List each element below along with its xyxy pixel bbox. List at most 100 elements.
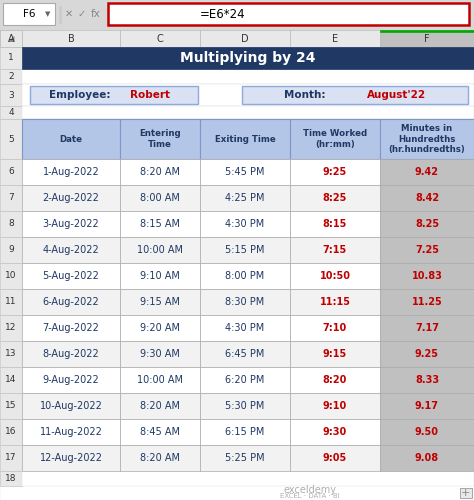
Bar xyxy=(0,419,22,445)
Bar xyxy=(22,289,474,315)
Text: 8:20 AM: 8:20 AM xyxy=(140,401,180,411)
Bar xyxy=(380,119,474,159)
Text: 9:10: 9:10 xyxy=(323,401,347,411)
Bar xyxy=(0,237,22,263)
Text: ▼: ▼ xyxy=(46,11,51,17)
Text: 9-Aug-2022: 9-Aug-2022 xyxy=(43,375,100,385)
Text: 8:15: 8:15 xyxy=(323,219,347,229)
Bar xyxy=(290,393,380,419)
Bar xyxy=(120,159,200,185)
Bar xyxy=(380,185,474,211)
Bar xyxy=(200,159,290,185)
Text: 9:20 AM: 9:20 AM xyxy=(140,323,180,333)
Bar xyxy=(200,119,290,159)
Text: 5: 5 xyxy=(8,134,14,143)
Text: 9.08: 9.08 xyxy=(415,453,439,463)
Bar xyxy=(290,367,380,393)
Text: 4:25 PM: 4:25 PM xyxy=(225,193,265,203)
Bar xyxy=(3,3,55,25)
Bar xyxy=(200,393,290,419)
Text: Date: Date xyxy=(60,134,82,143)
Bar xyxy=(200,30,290,47)
Text: 11.25: 11.25 xyxy=(411,297,442,307)
Text: 10.83: 10.83 xyxy=(411,271,442,281)
Text: 13: 13 xyxy=(5,350,17,358)
Bar xyxy=(22,419,120,445)
Bar xyxy=(460,488,472,498)
Text: 11:15: 11:15 xyxy=(319,297,350,307)
Bar xyxy=(120,315,200,341)
Bar xyxy=(380,30,474,32)
Bar xyxy=(290,289,380,315)
Text: 18: 18 xyxy=(5,474,17,483)
Bar xyxy=(22,84,474,106)
Text: 10-Aug-2022: 10-Aug-2022 xyxy=(39,401,102,411)
Bar xyxy=(22,393,474,419)
Bar xyxy=(380,341,474,367)
Text: 7:10: 7:10 xyxy=(323,323,347,333)
Bar xyxy=(380,263,474,289)
Text: 8:45 AM: 8:45 AM xyxy=(140,427,180,437)
Bar xyxy=(22,315,474,341)
Bar xyxy=(22,367,120,393)
Text: 9.42: 9.42 xyxy=(415,167,439,177)
Bar xyxy=(290,341,380,367)
Bar xyxy=(120,263,200,289)
Bar xyxy=(22,341,120,367)
Text: Multiplying by 24: Multiplying by 24 xyxy=(180,51,316,65)
Bar xyxy=(0,30,22,47)
Text: 8:00 AM: 8:00 AM xyxy=(140,193,180,203)
Text: 5:15 PM: 5:15 PM xyxy=(225,245,265,255)
Text: exceldemy: exceldemy xyxy=(283,485,337,495)
Text: 8.42: 8.42 xyxy=(415,193,439,203)
Text: 5-Aug-2022: 5-Aug-2022 xyxy=(43,271,100,281)
Bar xyxy=(0,341,22,367)
Text: 2: 2 xyxy=(8,72,14,81)
Text: 6-Aug-2022: 6-Aug-2022 xyxy=(43,297,100,307)
Text: 10:00 AM: 10:00 AM xyxy=(137,375,183,385)
Text: Employee:: Employee: xyxy=(49,90,115,100)
Text: 2-Aug-2022: 2-Aug-2022 xyxy=(43,193,100,203)
Text: 9:25: 9:25 xyxy=(323,167,347,177)
Bar xyxy=(242,86,468,104)
Bar xyxy=(22,30,120,47)
Bar xyxy=(22,47,474,69)
Bar xyxy=(120,393,200,419)
Text: 5:25 PM: 5:25 PM xyxy=(225,453,265,463)
Bar xyxy=(22,393,120,419)
Bar xyxy=(0,159,22,185)
Text: A: A xyxy=(8,34,14,43)
Bar xyxy=(22,69,474,84)
Bar xyxy=(22,159,120,185)
Text: 8-Aug-2022: 8-Aug-2022 xyxy=(43,349,100,359)
Bar xyxy=(0,263,22,289)
Text: 7-Aug-2022: 7-Aug-2022 xyxy=(43,323,100,333)
Text: 8:00 PM: 8:00 PM xyxy=(225,271,264,281)
Text: 10: 10 xyxy=(5,272,17,280)
Text: ✓: ✓ xyxy=(78,9,86,19)
Bar xyxy=(380,289,474,315)
Text: B: B xyxy=(68,34,74,43)
Bar xyxy=(22,263,120,289)
Bar xyxy=(290,185,380,211)
Bar xyxy=(120,185,200,211)
Bar xyxy=(0,47,22,69)
Text: 9:15: 9:15 xyxy=(323,349,347,359)
Bar xyxy=(22,445,120,471)
Text: 7:15: 7:15 xyxy=(323,245,347,255)
Bar xyxy=(120,445,200,471)
Text: ◢: ◢ xyxy=(8,34,14,43)
Text: 3: 3 xyxy=(8,90,14,100)
Text: 4-Aug-2022: 4-Aug-2022 xyxy=(43,245,100,255)
Bar xyxy=(290,30,380,47)
Bar xyxy=(22,185,474,211)
Bar xyxy=(290,237,380,263)
Bar xyxy=(22,419,474,445)
Text: +: + xyxy=(460,488,470,498)
Bar xyxy=(380,315,474,341)
Text: 9.25: 9.25 xyxy=(415,349,439,359)
Bar xyxy=(200,211,290,237)
Bar xyxy=(22,263,474,289)
Text: F6: F6 xyxy=(23,9,35,19)
Bar xyxy=(0,289,22,315)
